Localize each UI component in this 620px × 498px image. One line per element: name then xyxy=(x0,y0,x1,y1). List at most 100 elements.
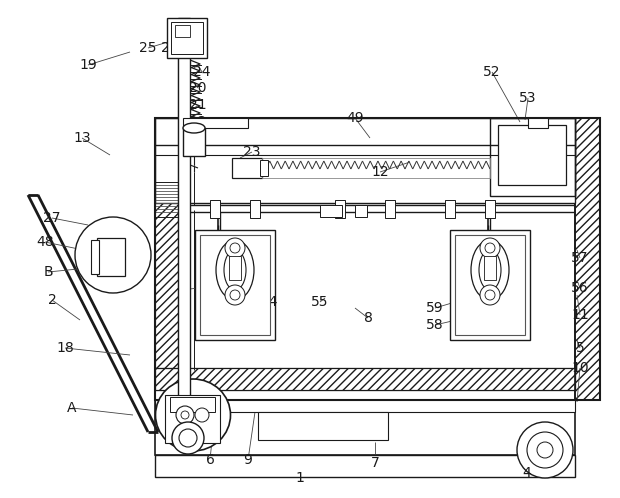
Bar xyxy=(155,118,575,203)
Text: 22: 22 xyxy=(189,115,206,129)
Text: 12: 12 xyxy=(371,165,389,179)
Text: C: C xyxy=(177,283,187,297)
Bar xyxy=(155,400,575,412)
Bar xyxy=(183,128,205,156)
Text: B: B xyxy=(43,265,53,279)
Bar xyxy=(167,18,207,58)
Bar xyxy=(171,22,203,54)
Circle shape xyxy=(181,411,189,419)
Text: 9: 9 xyxy=(244,453,252,467)
Ellipse shape xyxy=(156,379,231,451)
Bar xyxy=(200,235,270,335)
Bar xyxy=(232,158,262,178)
Bar xyxy=(320,205,342,217)
Text: 26: 26 xyxy=(161,41,179,55)
Bar xyxy=(155,182,183,217)
Bar xyxy=(355,205,367,217)
Bar xyxy=(210,200,220,218)
Bar xyxy=(155,118,600,400)
Text: 58: 58 xyxy=(426,318,444,332)
Bar xyxy=(165,395,220,443)
Bar xyxy=(385,200,395,218)
Text: 8: 8 xyxy=(363,311,373,325)
Bar xyxy=(170,397,215,412)
Text: 13: 13 xyxy=(73,131,91,145)
Text: 2: 2 xyxy=(48,293,56,307)
Bar xyxy=(155,368,575,390)
Text: 25: 25 xyxy=(140,41,157,55)
Bar xyxy=(260,160,268,176)
Text: 18: 18 xyxy=(56,341,74,355)
Bar xyxy=(450,230,530,340)
Bar xyxy=(155,118,183,368)
Bar xyxy=(195,230,275,340)
Text: 24: 24 xyxy=(193,65,211,79)
Bar xyxy=(528,118,548,128)
Bar xyxy=(178,18,190,420)
Bar xyxy=(229,256,241,280)
Bar xyxy=(575,118,600,400)
Text: 10: 10 xyxy=(571,361,589,375)
Bar xyxy=(155,368,575,390)
Text: 54: 54 xyxy=(261,295,279,309)
Text: 48: 48 xyxy=(36,235,54,249)
Circle shape xyxy=(480,238,500,258)
Bar xyxy=(490,118,575,196)
Text: 57: 57 xyxy=(571,251,589,265)
Circle shape xyxy=(195,408,209,422)
Text: 52: 52 xyxy=(483,65,501,79)
Bar xyxy=(455,235,525,335)
Bar xyxy=(335,200,345,218)
Bar xyxy=(485,200,495,218)
Text: 27: 27 xyxy=(43,211,61,225)
Text: 11: 11 xyxy=(571,308,589,322)
Bar xyxy=(91,240,99,274)
Bar xyxy=(155,400,575,455)
Bar xyxy=(258,412,388,440)
Text: 5: 5 xyxy=(575,341,585,355)
Bar xyxy=(155,118,183,368)
Text: 56: 56 xyxy=(571,281,589,295)
Text: 4: 4 xyxy=(523,466,531,480)
Bar xyxy=(155,368,575,390)
Text: 23: 23 xyxy=(243,145,261,159)
Text: 49: 49 xyxy=(346,111,364,125)
Bar xyxy=(97,238,125,276)
Circle shape xyxy=(517,422,573,478)
Ellipse shape xyxy=(224,250,246,290)
Circle shape xyxy=(537,442,553,458)
Circle shape xyxy=(485,290,495,300)
Circle shape xyxy=(176,406,194,424)
Circle shape xyxy=(485,243,495,253)
Text: 53: 53 xyxy=(520,91,537,105)
Text: 21: 21 xyxy=(189,98,207,112)
Circle shape xyxy=(225,238,245,258)
Bar xyxy=(498,125,566,185)
Text: 7: 7 xyxy=(371,456,379,470)
Circle shape xyxy=(527,432,563,468)
Ellipse shape xyxy=(471,240,509,300)
Bar xyxy=(445,200,455,218)
Circle shape xyxy=(172,422,204,454)
Text: 19: 19 xyxy=(79,58,97,72)
Bar xyxy=(183,118,248,128)
Bar xyxy=(250,200,260,218)
Ellipse shape xyxy=(479,250,501,290)
Circle shape xyxy=(179,429,197,447)
Ellipse shape xyxy=(216,240,254,300)
Bar xyxy=(484,256,496,280)
Bar xyxy=(262,158,490,178)
Bar xyxy=(575,118,600,400)
Text: 20: 20 xyxy=(189,81,206,95)
Text: 1: 1 xyxy=(296,471,304,485)
Circle shape xyxy=(75,217,151,293)
Text: 59: 59 xyxy=(426,301,444,315)
Text: 6: 6 xyxy=(206,453,215,467)
Circle shape xyxy=(230,290,240,300)
Circle shape xyxy=(230,243,240,253)
Bar xyxy=(490,118,575,196)
Text: 55: 55 xyxy=(311,295,329,309)
Text: A: A xyxy=(67,401,77,415)
Bar xyxy=(155,368,575,390)
Circle shape xyxy=(225,285,245,305)
